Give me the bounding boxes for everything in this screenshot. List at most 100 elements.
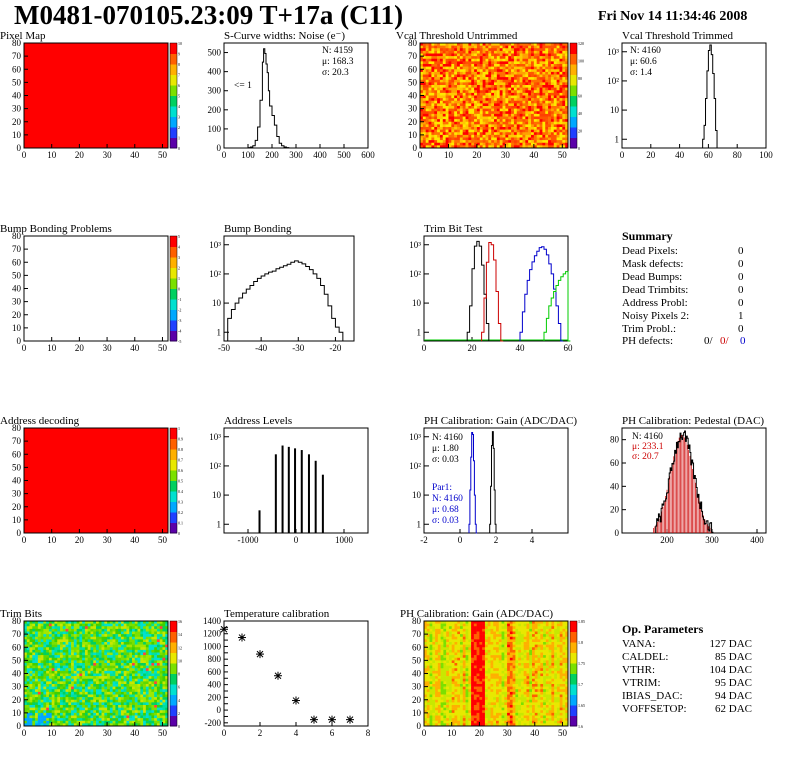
heatmap-cell: [531, 100, 535, 104]
heatmap-cell: [556, 90, 560, 94]
heatmap-cell: [485, 71, 489, 75]
heatmap-cell: [145, 668, 149, 672]
heatmap-cell: [82, 631, 86, 635]
heatmap-cell: [499, 92, 503, 96]
heatmap-cell: [129, 681, 133, 685]
colorbar-cell: [170, 259, 177, 263]
heatmap-cell: [51, 649, 55, 653]
heatmap-cell: [32, 718, 36, 722]
heatmap-cell: [488, 119, 492, 123]
heatmap-cell: [93, 707, 97, 711]
heatmap-cell: [101, 663, 105, 666]
y-tick-label: 80: [12, 38, 22, 48]
colorbar-tick-label: 0.6: [178, 468, 183, 473]
heatmap-cell: [479, 127, 483, 130]
heatmap-cell: [159, 676, 163, 680]
heatmap-cell: [550, 124, 555, 128]
colorbar-cell: [170, 264, 177, 268]
heatmap-cell: [90, 657, 94, 661]
heatmap-cell: [516, 142, 520, 146]
heatmap-cell: [112, 720, 116, 724]
series-line-red: [481, 241, 504, 342]
heatmap-cell: [519, 45, 523, 49]
heatmap-cell: [434, 100, 438, 104]
colorbar-cell: [170, 129, 177, 133]
colorbar-cell: [170, 467, 177, 471]
colorbar-cell: [170, 496, 177, 500]
heatmap-cell: [43, 686, 47, 690]
heatmap-cell: [129, 699, 133, 703]
heatmap-cell: [536, 71, 540, 75]
heatmap-cell: [542, 103, 546, 107]
heatmap-cell: [462, 124, 466, 128]
colorbar-tick-label: 10: [178, 658, 182, 663]
y-tick-label: 10: [12, 515, 22, 525]
heatmap-cell: [46, 655, 50, 659]
heatmap-cell: [542, 124, 546, 128]
y-tick-label: 0: [17, 336, 22, 346]
heatmap-cell: [109, 715, 113, 719]
heatmap-cell: [71, 676, 75, 680]
heatmap-cell: [87, 686, 91, 690]
heatmap-cell: [451, 90, 455, 94]
heatmap-cell: [565, 45, 569, 49]
heatmap-cell: [462, 64, 466, 67]
heatmap-cell: [465, 82, 469, 86]
heatmap-cell: [422, 95, 426, 99]
heatmap-cell: [65, 710, 69, 714]
heatmap-cell: [448, 100, 452, 104]
heatmap-cell: [112, 684, 116, 687]
heatmap-cell: [126, 626, 130, 630]
heatmap-cell: [40, 691, 44, 695]
heatmap-cell: [54, 642, 58, 645]
heatmap-cell: [98, 697, 102, 701]
heatmap-cell: [545, 43, 549, 46]
heatmap-cell: [129, 689, 133, 693]
heatmap-cell: [494, 95, 498, 99]
heatmap-cell: [48, 623, 52, 627]
heatmap-cell: [154, 655, 158, 659]
heatmap-cell: [422, 64, 426, 67]
heatmap-cell: [459, 64, 463, 67]
heatmap-cell: [536, 74, 540, 78]
heatmap-cell: [29, 715, 33, 719]
heatmap-cell: [562, 87, 566, 91]
heatmap-cell: [134, 655, 138, 659]
heatmap-cell: [442, 71, 446, 75]
heatmap-cell: [494, 43, 498, 46]
heatmap-cell: [137, 697, 141, 701]
heatmap-cell: [468, 92, 472, 96]
heatmap-cell: [104, 668, 108, 672]
heatmap-cell: [462, 71, 466, 75]
heatmap-cell: [120, 710, 124, 714]
colorbar-cell: [170, 327, 177, 331]
heatmap-cell: [508, 71, 512, 75]
heatmap-cell: [482, 82, 486, 86]
heatmap-cell: [432, 623, 436, 627]
heatmap-cell: [420, 140, 424, 144]
heatmap-cell: [82, 720, 86, 724]
heatmap-cell: [465, 48, 469, 52]
heatmap-cell: [491, 134, 495, 138]
heatmap-cell: [37, 702, 41, 706]
heatmap-cell: [145, 694, 149, 698]
heatmap-cell: [462, 119, 466, 123]
heatmap-cell: [488, 50, 492, 54]
colorbar-cell: [170, 506, 177, 510]
heatmap-cell: [82, 697, 86, 701]
heatmap-cell: [513, 127, 518, 130]
heatmap-cell: [471, 142, 475, 146]
heatmap-cell: [448, 137, 452, 141]
y-tick-label: 40: [408, 91, 418, 101]
heatmap-cell: [519, 48, 523, 52]
heatmap-cell: [533, 98, 537, 102]
heatmap-cell: [496, 124, 500, 128]
heatmap-cell: [48, 697, 52, 701]
heatmap-cell: [54, 670, 58, 674]
heatmap-cell: [525, 48, 529, 52]
colorbar-cell: [170, 676, 177, 680]
heatmap-cell: [32, 699, 36, 703]
heatmap-cell: [148, 699, 152, 703]
heatmap-cell: [539, 82, 543, 86]
stat-line: N: 4160: [632, 432, 663, 442]
